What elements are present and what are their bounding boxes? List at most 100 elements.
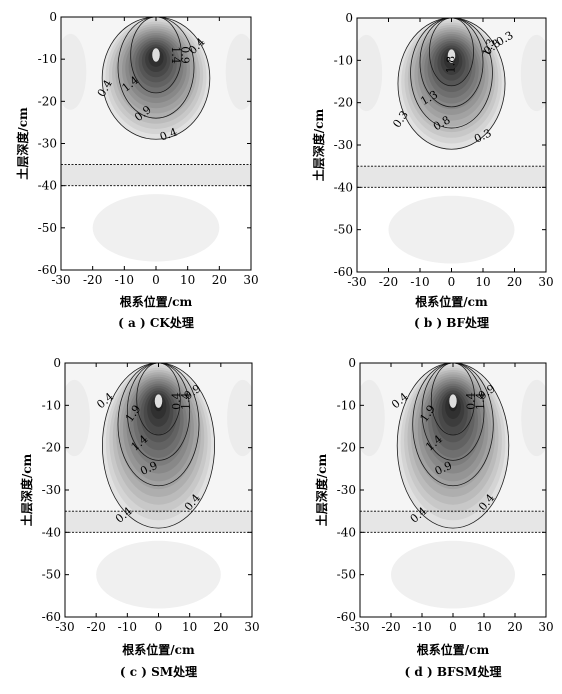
contour-line-1.4: [421, 363, 485, 461]
y-tick-label: -50: [42, 568, 61, 582]
chart-panel-4: 0.41.91.40.90.41.40.90.40.4-30 -20 -10 0 10 2…: [314, 356, 554, 679]
core-point: [152, 48, 160, 62]
contour-label: 1.3: [480, 37, 498, 58]
y-tick-label: -10: [42, 398, 61, 412]
contour-line-1.4: [126, 363, 191, 461]
heatmap-field: [61, 17, 251, 262]
y-tick-label: -30: [334, 138, 353, 152]
contour-line-0.8: [410, 18, 493, 129]
contour-line-1.3: [419, 18, 484, 108]
layer-band: [357, 166, 546, 188]
contour-label: 0.4: [158, 125, 179, 143]
side-zone-right: [227, 379, 252, 457]
y-tick-label: -40: [334, 180, 353, 194]
y-axis-title: 土层深度/cm: [15, 107, 30, 180]
heatmap-field: [65, 363, 252, 609]
y-tick-label: -10: [334, 53, 353, 67]
contour-line-0.4: [396, 363, 510, 529]
heatmap-field: [360, 363, 546, 609]
x-tick-label: 0: [155, 620, 163, 634]
x-tick-label: -10: [115, 273, 134, 287]
chart-panel-3: 0.41.91.40.90.41.40.90.40.4-30 -20 -10 0 10 2…: [19, 356, 260, 679]
panel-caption: ( d ) BFSM处理: [405, 664, 502, 679]
x-tick-label: 30: [243, 273, 258, 287]
side-zone-left: [61, 33, 87, 110]
x-tick-label: 20: [507, 275, 522, 289]
y-axis-title: 土层深度/cm: [311, 109, 326, 182]
y-tick-label: -40: [38, 179, 57, 193]
y-tick-label: -20: [38, 94, 57, 108]
x-tick-label: -20: [379, 275, 398, 289]
x-tick-label: 0: [449, 620, 457, 634]
x-tick-label: 0: [152, 273, 160, 287]
heatmap-field: [357, 18, 546, 264]
x-tick-label: -30: [51, 273, 70, 287]
contour-label: 0.9: [179, 46, 192, 64]
x-tick-label: -10: [410, 275, 429, 289]
y-tick-label: -30: [337, 483, 356, 497]
y-tick-label: -50: [337, 568, 356, 582]
y-tick-label: -50: [334, 223, 353, 237]
y-tick-label: -30: [38, 137, 57, 151]
side-zone-right: [225, 33, 251, 110]
x-tick-label: 20: [507, 620, 522, 634]
x-tick-label: -20: [83, 273, 102, 287]
contour-line-0.9: [117, 17, 195, 119]
side-zone-left: [360, 379, 385, 457]
contour-line-0.9: [412, 363, 494, 487]
x-tick-label: 10: [476, 620, 491, 634]
y-tick-label: -30: [42, 483, 61, 497]
chart-panel-1: 1.40.90.41.40.90.40.4-30 -20 -10 0 10 20 300-1…: [15, 10, 259, 330]
contour-label: 1.4: [474, 392, 487, 410]
y-tick-label: -60: [337, 610, 356, 624]
core-point: [449, 394, 457, 408]
side-zone-right: [520, 34, 546, 112]
panel-caption: ( c ) SM处理: [120, 664, 197, 679]
x-tick-label: 0: [448, 275, 456, 289]
y-tick-label: -20: [334, 96, 353, 110]
contour-label: 0.4: [465, 392, 478, 410]
y-tick-label: -20: [42, 441, 61, 455]
panel-caption: ( b ) BF处理: [414, 315, 489, 330]
deep-zone: [391, 540, 515, 609]
panel-caption: ( a ) CK处理: [118, 315, 194, 330]
y-tick-label: -60: [38, 263, 57, 277]
deep-zone: [92, 194, 220, 262]
x-tick-label: 30: [538, 620, 553, 634]
x-tick-label: 30: [538, 275, 553, 289]
y-tick-label: 0: [345, 11, 353, 25]
y-axis-title: 土层深度/cm: [19, 454, 34, 527]
y-axis-title: 土层深度/cm: [314, 454, 329, 527]
y-tick-label: -60: [42, 610, 61, 624]
side-zone-left: [65, 379, 90, 457]
contour-label: 0.4: [170, 392, 183, 410]
y-tick-label: 0: [53, 356, 61, 370]
x-tick-label: 10: [180, 273, 195, 287]
x-axis-title: 根系位置/cm: [120, 294, 193, 309]
layer-band: [61, 164, 251, 186]
y-tick-label: -40: [42, 525, 61, 539]
deep-zone: [388, 195, 515, 264]
contour-line-1.4: [130, 17, 182, 94]
x-tick-label: -10: [412, 620, 431, 634]
chart-panel-2: 1.30.80.31.81.30.80.30.3-30 -20 -10 0 10 20 30…: [311, 11, 554, 330]
x-tick-label: -20: [381, 620, 400, 634]
x-tick-label: 20: [213, 620, 228, 634]
x-tick-label: 20: [212, 273, 227, 287]
side-zone-left: [357, 34, 383, 112]
side-zone-right: [521, 379, 546, 457]
y-tick-label: -10: [337, 398, 356, 412]
x-tick-label: -20: [87, 620, 106, 634]
x-tick-label: 10: [475, 275, 490, 289]
contour-line-0.9: [117, 363, 200, 487]
contour-label: 1.4: [180, 392, 193, 410]
y-tick-label: 0: [348, 356, 356, 370]
contour-line-1.9: [430, 363, 476, 436]
x-axis-title: 根系位置/cm: [417, 642, 490, 657]
contour-label: 1.8: [445, 56, 458, 74]
x-axis-title: 根系位置/cm: [415, 294, 488, 309]
contour-line-0.3: [397, 18, 506, 150]
contour-line-1.8: [429, 18, 474, 87]
